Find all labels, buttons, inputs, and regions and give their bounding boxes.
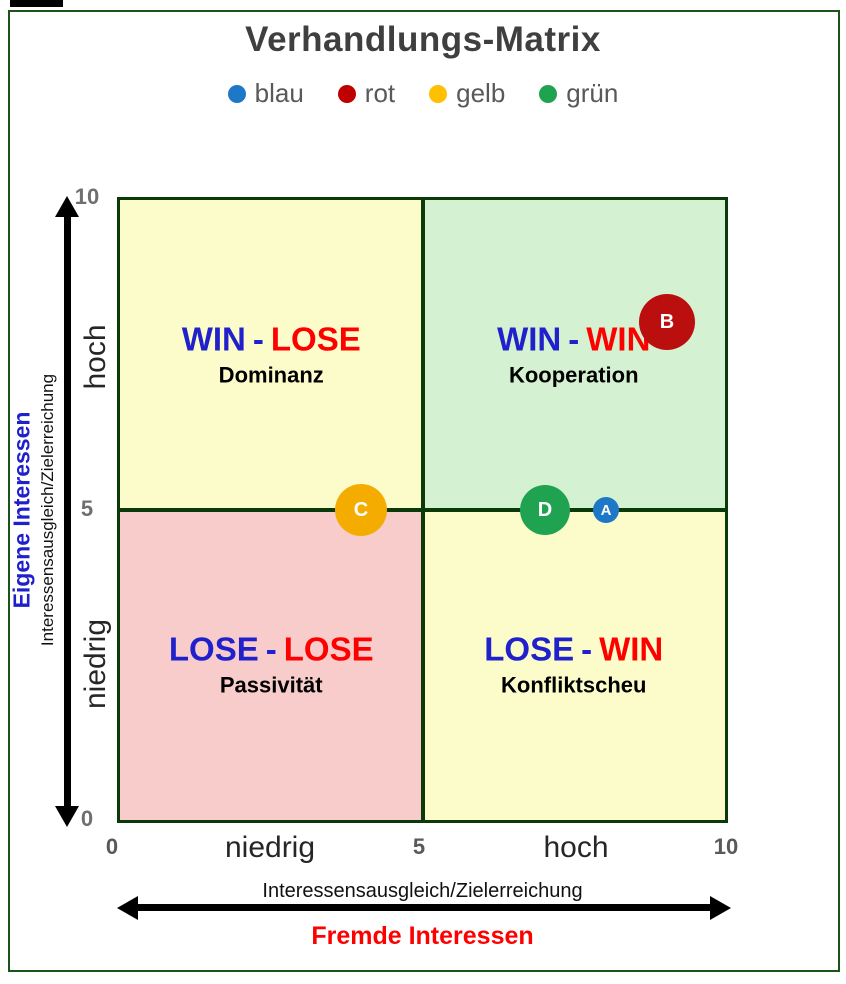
x-axis-primary-label: Fremde Interessen bbox=[311, 922, 534, 950]
x-zone-label-hoch: hoch bbox=[543, 831, 609, 864]
quadrant-win-win-bg bbox=[422, 200, 725, 510]
x-tick-0: 0 bbox=[105, 834, 119, 859]
legend-item-rot: rot bbox=[337, 78, 396, 109]
chart-title: Verhandlungs-Matrix bbox=[245, 20, 601, 59]
data-point-B: B bbox=[639, 294, 695, 350]
x-axis-secondary-label: Interessensausgleich/Zielerreichung bbox=[262, 880, 583, 902]
x-axis-arrow-right-icon bbox=[710, 896, 731, 920]
legend-dot-rot-icon bbox=[337, 84, 356, 103]
y-axis-primary-label: Eigene Interessen bbox=[8, 411, 35, 609]
y-tick-10: 10 bbox=[74, 184, 100, 209]
legend-dot-blau-icon bbox=[227, 84, 246, 103]
data-point-D: D bbox=[520, 485, 570, 535]
legend-item-gelb: gelb bbox=[429, 78, 505, 109]
x-axis-arrow-line bbox=[134, 904, 714, 911]
data-point-C: C bbox=[335, 484, 387, 536]
quadrant-label-lose-win: LOSE - WIN Konfliktscheu bbox=[484, 631, 663, 698]
quadrant-separator: - bbox=[568, 320, 580, 358]
y-axis-arrow-down-icon bbox=[55, 806, 79, 827]
y-axis-secondary-label: Interessensausgleich/Zielerreichung bbox=[38, 373, 57, 647]
y-tick-5: 5 bbox=[80, 496, 94, 521]
quadrant-word1: LOSE bbox=[168, 630, 259, 668]
quadrant-subtitle: Konfliktscheu bbox=[501, 672, 647, 698]
legend-label: gelb bbox=[456, 78, 506, 108]
y-zone-label-hoch: hoch bbox=[79, 324, 112, 390]
quadrant-word1: WIN bbox=[497, 320, 562, 358]
plot-area: WIN - LOSE Dominanz WIN - WIN Kooperation LO… bbox=[117, 197, 728, 823]
legend-label: grün bbox=[566, 78, 619, 108]
quadrant-subtitle: Kooperation bbox=[508, 362, 639, 388]
legend-item-gruen: grün bbox=[539, 78, 618, 109]
quadrant-word1: LOSE bbox=[484, 630, 575, 668]
y-zone-label-niedrig: niedrig bbox=[79, 618, 112, 710]
quadrant-label-win-lose: WIN - LOSE Dominanz bbox=[182, 321, 361, 388]
quadrant-win-lose-bg bbox=[120, 200, 423, 510]
x-tick-10: 10 bbox=[713, 834, 739, 859]
midline-horizontal bbox=[120, 508, 725, 512]
quadrant-separator: - bbox=[252, 320, 264, 358]
legend-dot-gelb-icon bbox=[429, 84, 448, 103]
x-tick-5: 5 bbox=[412, 834, 426, 859]
chart-legend: blau rot gelb grün bbox=[0, 78, 846, 109]
quadrant-subtitle: Dominanz bbox=[218, 362, 324, 388]
window-artifact-bar bbox=[10, 0, 63, 7]
quadrant-word2: WIN bbox=[599, 630, 664, 668]
data-point-A: A bbox=[593, 497, 619, 523]
quadrant-word1: WIN bbox=[181, 320, 246, 358]
quadrant-lose-lose-bg bbox=[120, 510, 423, 820]
legend-label: rot bbox=[364, 78, 396, 108]
quadrant-subtitle: Passivität bbox=[219, 672, 323, 698]
quadrant-separator: - bbox=[265, 630, 277, 668]
y-axis-arrow-line bbox=[64, 213, 71, 807]
x-zone-label-niedrig: niedrig bbox=[224, 831, 316, 864]
quadrant-lose-win-bg bbox=[422, 510, 725, 820]
quadrant-label-lose-lose: LOSE - LOSE Passivität bbox=[169, 631, 374, 698]
legend-item-blau: blau bbox=[227, 78, 304, 109]
legend-dot-gruen-icon bbox=[539, 84, 558, 103]
quadrant-separator: - bbox=[581, 630, 593, 668]
page-border-frame bbox=[8, 10, 840, 972]
quadrant-label-win-win: WIN - WIN Kooperation bbox=[497, 321, 650, 388]
x-axis-arrow-left-icon bbox=[117, 896, 138, 920]
y-tick-0: 0 bbox=[80, 806, 94, 831]
legend-label: blau bbox=[254, 78, 304, 108]
quadrant-word2: LOSE bbox=[270, 320, 361, 358]
quadrant-word2: LOSE bbox=[283, 630, 374, 668]
y-axis-arrow-up-icon bbox=[55, 196, 79, 217]
